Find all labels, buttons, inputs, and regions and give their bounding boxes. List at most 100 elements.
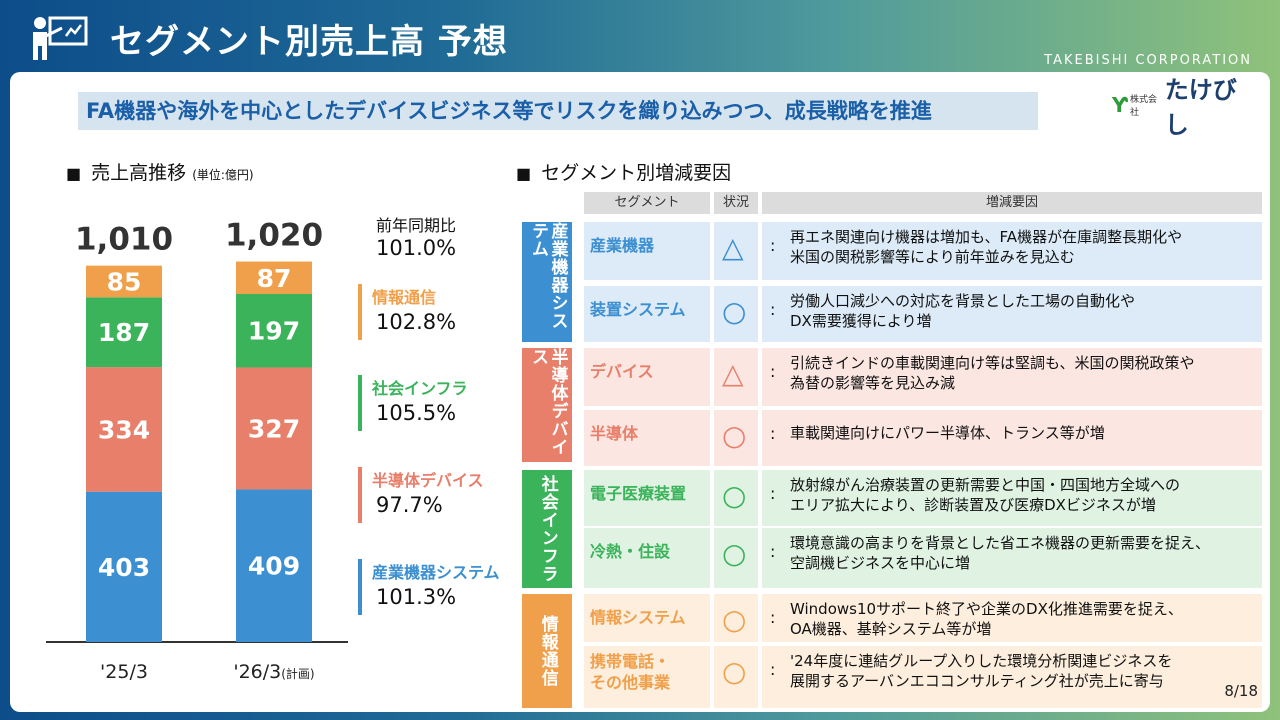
reason-cell — [762, 410, 1262, 466]
segment-cell — [584, 646, 710, 708]
reason-cell — [762, 286, 1262, 342]
segment-name-line: その他事業 — [590, 672, 671, 692]
circle-status-icon: ○ — [722, 295, 747, 328]
segment-name: 産業機器 — [590, 236, 655, 255]
reason-line: 為替の影響等を見込み減 — [790, 373, 956, 392]
status-cell — [714, 348, 758, 406]
segment-rate-name: 情報通信 — [372, 288, 437, 307]
reason-text: 環境意識の高まりを背景とした省エネ機器の更新需要を捉え、 空調機ビジネスを中心に増 — [790, 534, 1210, 574]
segment-cell — [584, 222, 710, 280]
reason-line: エリア拡大により、診断装置及び医療DXビジネスが増 — [790, 495, 1156, 514]
unit-label: (単位:億円) — [192, 168, 254, 182]
reason-cell — [762, 528, 1262, 588]
segment-name: 装置システム — [590, 300, 686, 319]
reason-cell — [762, 222, 1262, 280]
corporation-name: TAKEBISHI CORPORATION — [1044, 53, 1252, 68]
category-label: '26/3(計画) — [233, 661, 314, 683]
segment-cell — [584, 528, 710, 588]
reason-text: 車載関連向けにパワー半導体、トランス等が増 — [790, 424, 1105, 444]
reason-line: DX需要獲得により増 — [790, 311, 932, 330]
bar-value-label: 87 — [257, 264, 292, 293]
bar-value-label: 187 — [98, 318, 150, 347]
triangle-status-icon: △ — [722, 357, 744, 390]
reason-text: Windows10サポート終了や企業のDX化推進需要を捉え、 OA機器、基幹システ… — [790, 600, 1183, 640]
yoy-total-rate: 101.0% — [376, 236, 457, 260]
status-cell — [714, 528, 758, 588]
reason-line: 空調機ビジネスを中心に増 — [790, 553, 971, 572]
bar-value-label: 327 — [248, 414, 300, 443]
category-note: (計画) — [281, 666, 314, 681]
bar-segment — [86, 265, 162, 298]
bar-value-label: 403 — [98, 553, 150, 582]
bar-segment — [236, 489, 312, 642]
segment-cell — [584, 470, 710, 526]
segment-rate-name: 半導体デバイス — [372, 471, 484, 490]
reason-colon: : — [770, 660, 776, 679]
square-bullet-icon: ■ — [66, 164, 82, 183]
bar-value-label: 85 — [107, 267, 142, 296]
segment-rate-value: 101.3% — [376, 585, 457, 609]
reason-line: 車載関連向けにパワー半導体、トランス等が増 — [790, 424, 1105, 442]
reason-text: 再エネ関連向け機器は増加も、FA機器が在庫調整長期化や 米国の関税影響等により前年… — [790, 228, 1182, 268]
segment-cell — [584, 348, 710, 406]
yoy-heading: 前年同期比 — [376, 216, 457, 235]
page-number: 8/18 — [1224, 682, 1258, 700]
square-bullet-icon: ■ — [516, 164, 532, 183]
reason-text: '24年度に連結グループ入りした環境分析関連ビジネスを 展開するアーバンエココンサ… — [790, 652, 1172, 692]
segment-rate-value: 105.5% — [376, 401, 457, 425]
bar-value-label: 409 — [248, 552, 300, 581]
status-cell — [714, 594, 758, 642]
bar-segment — [86, 367, 162, 492]
segment-name: 半導体 — [590, 424, 639, 443]
segment-color-bar — [358, 559, 362, 615]
reason-line: 引続きインドの車載関連向け等は堅調も、米国の関税政策や — [790, 354, 1195, 372]
reason-line: 展開するアーバンエココンサルティング社が売上に寄与 — [790, 671, 1164, 690]
segment-cell — [584, 594, 710, 642]
sales-stacked-bar-chart: 403 334 187 85 1,010 '25/3 409 327 197 87 1,020 '26… — [46, 218, 348, 683]
segment-name: デバイス — [590, 362, 654, 381]
bar-segment — [236, 293, 312, 368]
segment-color-bar — [358, 284, 362, 340]
circle-status-icon: ○ — [722, 419, 747, 452]
group-label: 産業機器システム — [522, 222, 572, 342]
presenter-icon — [33, 16, 88, 60]
segment-name: 電子医療装置 — [590, 484, 687, 503]
subtitle-banner: FA機器や海外を中心としたデバイスビジネス等でリスクを織り込みつつ、成長戦略を推… — [78, 92, 1038, 130]
reason-colon: : — [770, 362, 776, 381]
status-cell — [714, 286, 758, 342]
triangle-status-icon: △ — [722, 231, 744, 264]
segment-rate-value: 97.7% — [376, 493, 443, 517]
status-cell — [714, 646, 758, 708]
status-cell — [714, 470, 758, 526]
segment-rate-name: 社会インフラ — [372, 379, 468, 398]
segment-name: 携帯電話・ その他事業 — [590, 652, 670, 694]
leaf-icon: Ƴ — [1112, 93, 1128, 117]
bar-segment — [86, 297, 162, 368]
segment-color-bar — [358, 375, 362, 431]
bar-segment — [236, 261, 312, 294]
reason-line: 米国の関税影響等により前年並みを見込む — [790, 247, 1075, 266]
reason-cell — [762, 348, 1262, 406]
reason-line: 労働人口減少への対応を背景とした工場の自動化や — [790, 292, 1136, 310]
reason-line: Windows10サポート終了や企業のDX化推進需要を捉え、 — [790, 600, 1183, 618]
category-label: '25/3 — [100, 661, 148, 683]
bar-value-label: 334 — [98, 415, 150, 444]
bar-total-label: 1,020 — [225, 218, 323, 254]
reason-cell — [762, 646, 1262, 708]
page-title: セグメント別売上高 予想 — [110, 22, 508, 62]
segment-name-line: 携帯電話・ — [590, 652, 671, 671]
group-label: 社会インフラ — [522, 470, 572, 588]
segment-rate-name: 産業機器システム — [372, 563, 500, 582]
segment-name: 情報システム — [590, 608, 686, 627]
reason-line: '24年度に連結グループ入りした環境分析関連ビジネスを — [790, 652, 1173, 670]
bar-value-label: 197 — [248, 317, 300, 346]
col-header-status: 状況 — [714, 192, 758, 214]
circle-status-icon: ○ — [722, 479, 747, 512]
reason-text: 労働人口減少への対応を背景とした工場の自動化や DX需要獲得により増 — [790, 292, 1135, 332]
reason-cell — [762, 594, 1262, 642]
reason-cell — [762, 470, 1262, 526]
segment-cell — [584, 286, 710, 342]
logo-prefix: 株式会社 — [1129, 95, 1157, 118]
circle-status-icon: ○ — [722, 655, 747, 688]
reason-colon: : — [770, 484, 776, 503]
